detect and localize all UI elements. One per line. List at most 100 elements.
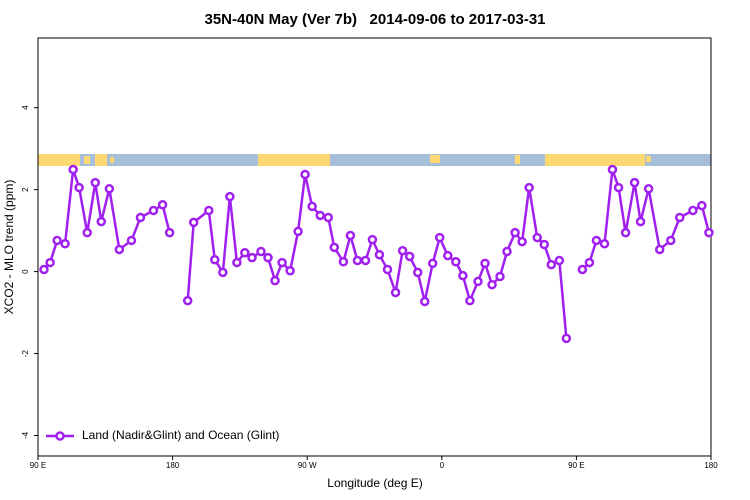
- y-axis-label: XCO2 - MLO trend (ppm): [2, 180, 16, 315]
- data-point: [182, 295, 193, 306]
- data-point: [240, 247, 250, 258]
- data-point: [307, 201, 317, 212]
- y-tick-label: -4: [21, 431, 30, 439]
- data-point: [345, 230, 356, 241]
- y-tick-label: 2: [21, 187, 30, 192]
- data-point: [397, 245, 408, 256]
- legend-marker: [55, 431, 65, 441]
- data-point: [629, 177, 640, 188]
- data-point: [338, 257, 349, 267]
- data-point: [90, 177, 101, 188]
- data-point: [412, 267, 423, 278]
- data-point: [643, 184, 654, 194]
- data-point: [293, 226, 303, 237]
- data-point: [374, 250, 385, 260]
- data-point: [584, 257, 595, 268]
- data-point: [502, 246, 512, 257]
- data-point: [599, 238, 610, 249]
- data-point: [157, 200, 168, 210]
- data-point: [188, 217, 199, 228]
- data-point: [74, 182, 84, 193]
- data-point: [323, 212, 334, 223]
- data-point: [487, 279, 497, 290]
- data-point: [39, 264, 49, 275]
- legend-label: Land (Nadir&Glint) and Ocean (Glint): [82, 428, 279, 442]
- data-point: [148, 205, 159, 216]
- data-point: [204, 205, 214, 216]
- data-point: [247, 252, 257, 263]
- data-point: [45, 257, 55, 268]
- data-point: [635, 216, 646, 227]
- data-point: [427, 258, 438, 269]
- data-point: [256, 246, 266, 257]
- data-point: [591, 235, 602, 246]
- data-point: [674, 212, 685, 223]
- data-point: [300, 169, 310, 180]
- x-tick-label: 90 W: [298, 461, 317, 470]
- x-axis-label: Longitude (deg E): [327, 476, 422, 490]
- data-point: [382, 264, 393, 275]
- y-tick-label: 0: [21, 269, 30, 274]
- data-point: [434, 232, 445, 243]
- data-point: [688, 205, 698, 216]
- data-point: [666, 235, 676, 246]
- data-point: [68, 164, 78, 175]
- data-point: [654, 244, 665, 255]
- data-point: [315, 210, 325, 221]
- data-point: [96, 216, 107, 227]
- data-point: [232, 257, 242, 268]
- x-tick-label: 90 E: [568, 461, 584, 470]
- data-point: [532, 232, 542, 243]
- data-point: [164, 227, 175, 238]
- data-point: [114, 244, 125, 255]
- data-point: [495, 271, 505, 282]
- data-point: [60, 238, 70, 249]
- data-point: [285, 266, 295, 276]
- land-ocean-strip: [38, 154, 711, 166]
- data-point: [420, 296, 430, 307]
- data-point: [465, 295, 475, 306]
- data-point: [458, 270, 468, 281]
- x-tick-label: 90 E: [30, 461, 46, 470]
- data-point: [473, 276, 483, 287]
- x-tick-label: 180: [166, 461, 180, 470]
- data-point: [82, 227, 92, 238]
- data-point: [704, 227, 714, 238]
- data-point: [697, 200, 707, 211]
- data-point: [218, 267, 228, 278]
- data-point: [517, 236, 527, 247]
- data-point: [524, 182, 534, 193]
- x-tick-label: 0: [440, 461, 445, 470]
- data-point: [554, 255, 565, 266]
- data-point: [561, 333, 572, 344]
- plot-frame: [37, 37, 712, 457]
- data-point: [277, 257, 287, 268]
- data-point: [480, 258, 490, 269]
- data-point: [352, 255, 363, 266]
- data-point: [451, 257, 461, 267]
- data-point: [135, 212, 146, 223]
- data-point: [577, 264, 588, 275]
- data-point: [225, 191, 235, 202]
- data-point: [404, 251, 415, 262]
- data-point: [613, 182, 624, 193]
- y-tick-label: -2: [21, 349, 30, 357]
- data-point: [210, 254, 220, 265]
- data-point: [510, 227, 520, 238]
- chart-title: 35N-40N May (Ver 7b) 2014-09-06 to 2017-…: [204, 11, 545, 28]
- data-point: [546, 259, 557, 270]
- data-point: [443, 250, 453, 261]
- data-point: [539, 239, 549, 250]
- data-point: [263, 252, 273, 263]
- data-point: [360, 255, 371, 266]
- data-point: [270, 275, 280, 286]
- data-point: [104, 184, 115, 194]
- data-point: [52, 235, 62, 246]
- data-point: [390, 287, 401, 298]
- x-tick-label: 180: [704, 461, 718, 470]
- data-point: [620, 227, 631, 238]
- data-point: [329, 242, 340, 253]
- y-tick-label: 4: [21, 105, 30, 110]
- data-point: [607, 164, 618, 175]
